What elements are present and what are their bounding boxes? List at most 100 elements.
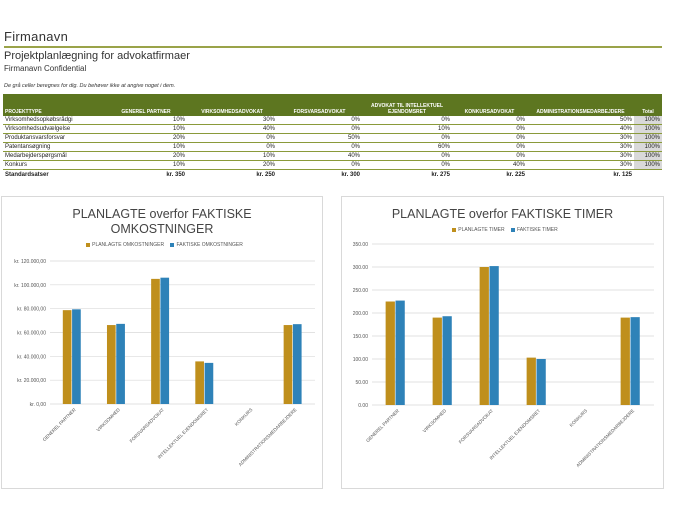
project-type-cell[interactable]: Virksomhedsudvælgelse xyxy=(3,124,105,134)
legend-swatch xyxy=(452,227,457,232)
allocation-cell[interactable]: 0% xyxy=(452,124,527,134)
bar-planned xyxy=(195,361,204,404)
table-row: Virksomhedsopkøbsrådgi 10% 30% 0% 0% 0% 50% 100… xyxy=(3,116,662,125)
allocation-cell[interactable]: 0% xyxy=(362,133,452,143)
bar-planned xyxy=(620,317,630,405)
bar-actual xyxy=(536,359,546,405)
legend-label: PLANLAGTE OMKOSTNINGER xyxy=(92,242,165,248)
allocation-cell[interactable]: 30% xyxy=(527,133,634,143)
y-tick-label: kr. 0,00 xyxy=(30,402,47,408)
allocation-cell[interactable]: 30% xyxy=(527,142,634,152)
column-header[interactable]: KONKURSADVOKAT xyxy=(452,94,527,116)
header-rule xyxy=(4,46,662,48)
table-row: Patentansøgning 10% 0% 0% 60% 0% 30% 100% xyxy=(3,142,662,152)
allocation-cell[interactable]: 10% xyxy=(105,160,187,170)
total-cell: 100% xyxy=(634,142,662,152)
column-header[interactable]: ADMINISTRATIONSMEDARBEJDERE xyxy=(527,94,634,116)
cost-chart-panel[interactable]: PLANLAGTE overfor FAKTISKE OMKOSTNINGER … xyxy=(1,196,323,489)
rate-cell[interactable]: kr. 125 xyxy=(613,172,632,178)
allocation-cell[interactable]: 0% xyxy=(187,133,277,143)
allocation-cell[interactable]: 60% xyxy=(362,142,452,152)
allocation-cell[interactable]: 0% xyxy=(452,151,527,161)
rate-cell[interactable]: kr. 225 xyxy=(506,172,525,178)
allocation-cell[interactable]: 20% xyxy=(105,151,187,161)
hours-chart-panel[interactable]: PLANLAGTE overfor FAKTISKE TIMER PLANLAG… xyxy=(341,196,664,489)
total-cell: 100% xyxy=(634,160,662,170)
empty-cell xyxy=(634,170,662,181)
bar-actual xyxy=(160,277,170,404)
y-tick-label: 350.00 xyxy=(353,242,369,248)
allocation-cell[interactable]: 40% xyxy=(452,160,527,170)
document-subtitle: Projektplanlægning for advokatfirmaer xyxy=(4,50,190,62)
allocation-cell[interactable]: 0% xyxy=(452,116,527,125)
standard-rates-label: Standardsatser xyxy=(5,172,49,178)
total-cell: 100% xyxy=(634,133,662,143)
column-header[interactable]: VIRKSOMHEDSADVOKAT xyxy=(187,94,277,116)
allocation-cell[interactable]: 30% xyxy=(187,116,277,125)
table-header-row: PROJEKTTYPE GENEREL PARTNER VIRKSOMHEDSA… xyxy=(3,94,662,116)
column-header[interactable]: PROJEKTTYPE xyxy=(3,94,105,116)
category-label: INTELLEKTUEL EJENDOMSRET xyxy=(157,407,210,460)
standard-rates-row: Standardsatser kr. 350 kr. 250 kr. 300 kr. 2… xyxy=(3,170,662,181)
rate-cell[interactable]: kr. 250 xyxy=(256,172,275,178)
project-type-cell[interactable]: Virksomhedsopkøbsrådgi xyxy=(3,116,105,125)
allocation-cell[interactable]: 0% xyxy=(452,133,527,143)
rate-cell[interactable]: kr. 275 xyxy=(431,172,450,178)
allocation-cell[interactable]: 0% xyxy=(277,142,362,152)
bar-planned xyxy=(151,278,160,404)
allocation-cell[interactable]: 0% xyxy=(362,151,452,161)
legend-label: PLANLAGTE TIMER xyxy=(458,227,505,233)
allocation-cell[interactable]: 0% xyxy=(277,124,362,134)
category-label: GENEREL PARTNER xyxy=(365,408,401,444)
y-tick-label: 300.00 xyxy=(353,265,369,271)
category-label: FORSVARSADVOKAT xyxy=(458,408,495,445)
allocation-cell[interactable]: 10% xyxy=(105,116,187,125)
legend-swatch xyxy=(170,242,175,247)
allocation-cell[interactable]: 30% xyxy=(527,160,634,170)
allocation-cell[interactable]: 0% xyxy=(452,142,527,152)
category-label: FORSVARSADVOKAT xyxy=(129,407,166,444)
project-type-cell[interactable]: Medarbejderspørgsmål xyxy=(3,151,105,161)
rate-cell[interactable]: kr. 300 xyxy=(341,172,360,178)
column-header[interactable]: GENEREL PARTNER xyxy=(105,94,187,116)
rate-cell[interactable]: kr. 350 xyxy=(166,172,185,178)
total-cell: 100% xyxy=(634,124,662,134)
table-row: Virksomhedsudvælgelse 10% 40% 0% 10% 0% 40% 100… xyxy=(3,124,662,134)
category-label: KONKURS xyxy=(569,408,589,428)
column-header[interactable]: FORSVARSADVOKAT xyxy=(277,94,362,116)
column-header[interactable]: Total xyxy=(634,94,662,116)
allocation-cell[interactable]: 40% xyxy=(527,124,634,134)
allocation-cell[interactable]: 20% xyxy=(187,160,277,170)
allocation-cell[interactable]: 30% xyxy=(527,151,634,161)
allocation-cell[interactable]: 10% xyxy=(105,124,187,134)
column-header[interactable]: ADVOKAT TIL INTELLEKTUEL EJENDOMSRET xyxy=(362,94,452,116)
hours-chart-title: PLANLAGTE overfor FAKTISKE TIMER xyxy=(391,207,614,221)
project-type-cell[interactable]: Produktansvarsforsvar xyxy=(3,133,105,143)
y-tick-label: 0.00 xyxy=(358,403,368,409)
allocation-cell[interactable]: 10% xyxy=(105,142,187,152)
allocation-cell[interactable]: 50% xyxy=(527,116,634,125)
allocation-cell[interactable]: 0% xyxy=(362,160,452,170)
allocation-cell[interactable]: 10% xyxy=(187,151,277,161)
allocation-cell[interactable]: 20% xyxy=(105,133,187,143)
allocation-cell[interactable]: 0% xyxy=(277,160,362,170)
allocation-cell[interactable]: 10% xyxy=(362,124,452,134)
project-type-cell[interactable]: Konkurs xyxy=(3,160,105,170)
bar-actual xyxy=(489,266,499,405)
legend-swatch xyxy=(510,227,515,232)
allocation-cell[interactable]: 0% xyxy=(277,116,362,125)
cost-chart-title: PLANLAGTE overfor FAKTISKE OMKOSTNINGER xyxy=(72,207,252,236)
y-tick-label: 150.00 xyxy=(353,334,369,340)
allocation-cell[interactable]: 50% xyxy=(277,133,362,143)
confidential-label: Firmanavn Confidential xyxy=(4,64,87,73)
bar-planned xyxy=(283,325,293,404)
allocation-cell[interactable]: 40% xyxy=(277,151,362,161)
table-row: Produktansvarsforsvar 20% 0% 50% 0% 0% 30% 100% xyxy=(3,133,662,143)
allocation-cell[interactable]: 0% xyxy=(362,116,452,125)
allocation-cell[interactable]: 40% xyxy=(187,124,277,134)
legend-label: FAKTISKE OMKOSTNINGER xyxy=(176,242,243,248)
project-type-cell[interactable]: Patentansøgning xyxy=(3,142,105,152)
hours-chart: 0.00 50.00 100.00 150.00 200.00 250.00 300.00 3… xyxy=(353,242,654,468)
bar-planned xyxy=(62,310,72,404)
allocation-cell[interactable]: 0% xyxy=(187,142,277,152)
